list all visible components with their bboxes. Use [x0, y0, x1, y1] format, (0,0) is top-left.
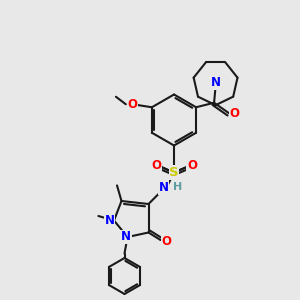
Text: O: O — [128, 98, 137, 111]
Text: N: N — [211, 76, 220, 89]
Text: S: S — [169, 166, 179, 179]
Text: N: N — [158, 181, 169, 194]
Text: N: N — [104, 214, 115, 227]
Text: O: O — [151, 159, 161, 172]
Text: O: O — [161, 235, 172, 248]
Text: H: H — [172, 182, 182, 193]
Text: O: O — [230, 107, 239, 120]
Text: N: N — [121, 230, 131, 244]
Text: O: O — [187, 159, 197, 172]
